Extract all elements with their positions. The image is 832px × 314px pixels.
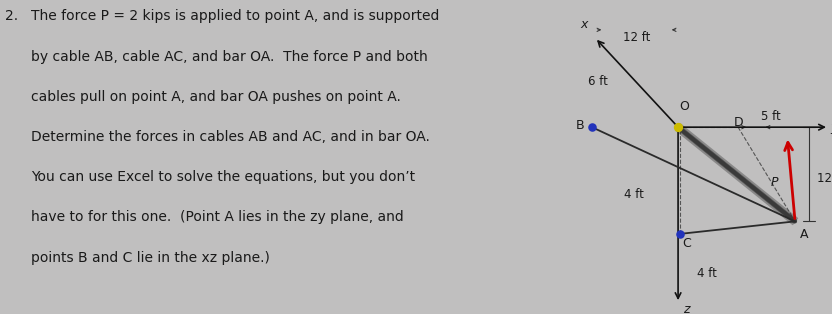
- Text: have to for this one.  (Point A lies in the zy plane, and: have to for this one. (Point A lies in t…: [32, 210, 404, 225]
- Text: O: O: [680, 100, 690, 113]
- Point: [673, 231, 686, 236]
- Text: 6 ft: 6 ft: [588, 75, 608, 88]
- Point: [671, 125, 685, 130]
- Text: 4 ft: 4 ft: [623, 188, 643, 201]
- Text: x: x: [580, 19, 587, 31]
- Text: z: z: [683, 303, 689, 314]
- Text: A: A: [800, 228, 808, 241]
- Text: B: B: [576, 119, 584, 132]
- Text: 4 ft: 4 ft: [697, 267, 717, 280]
- Text: You can use Excel to solve the equations, but you don’t: You can use Excel to solve the equations…: [32, 170, 415, 184]
- Text: y: y: [830, 121, 832, 134]
- Text: by cable AB, cable AC, and bar OA.  The force P and both: by cable AB, cable AC, and bar OA. The f…: [32, 50, 428, 64]
- Text: 12 ft: 12 ft: [623, 31, 651, 44]
- Text: Determine the forces in cables AB and AC, and in bar OA.: Determine the forces in cables AB and AC…: [32, 130, 430, 144]
- Text: The force P = 2 kips is applied to point A, and is supported: The force P = 2 kips is applied to point…: [32, 9, 440, 24]
- Point: [585, 125, 598, 130]
- Text: C: C: [683, 237, 691, 250]
- Text: cables pull on point A, and bar OA pushes on point A.: cables pull on point A, and bar OA pushe…: [32, 90, 401, 104]
- Text: D: D: [733, 116, 743, 129]
- Text: 12 ft: 12 ft: [817, 172, 832, 186]
- Text: points B and C lie in the xz plane.): points B and C lie in the xz plane.): [32, 251, 270, 265]
- Text: 2.: 2.: [5, 9, 18, 24]
- Text: P: P: [770, 176, 778, 189]
- Text: 5 ft: 5 ft: [760, 110, 780, 123]
